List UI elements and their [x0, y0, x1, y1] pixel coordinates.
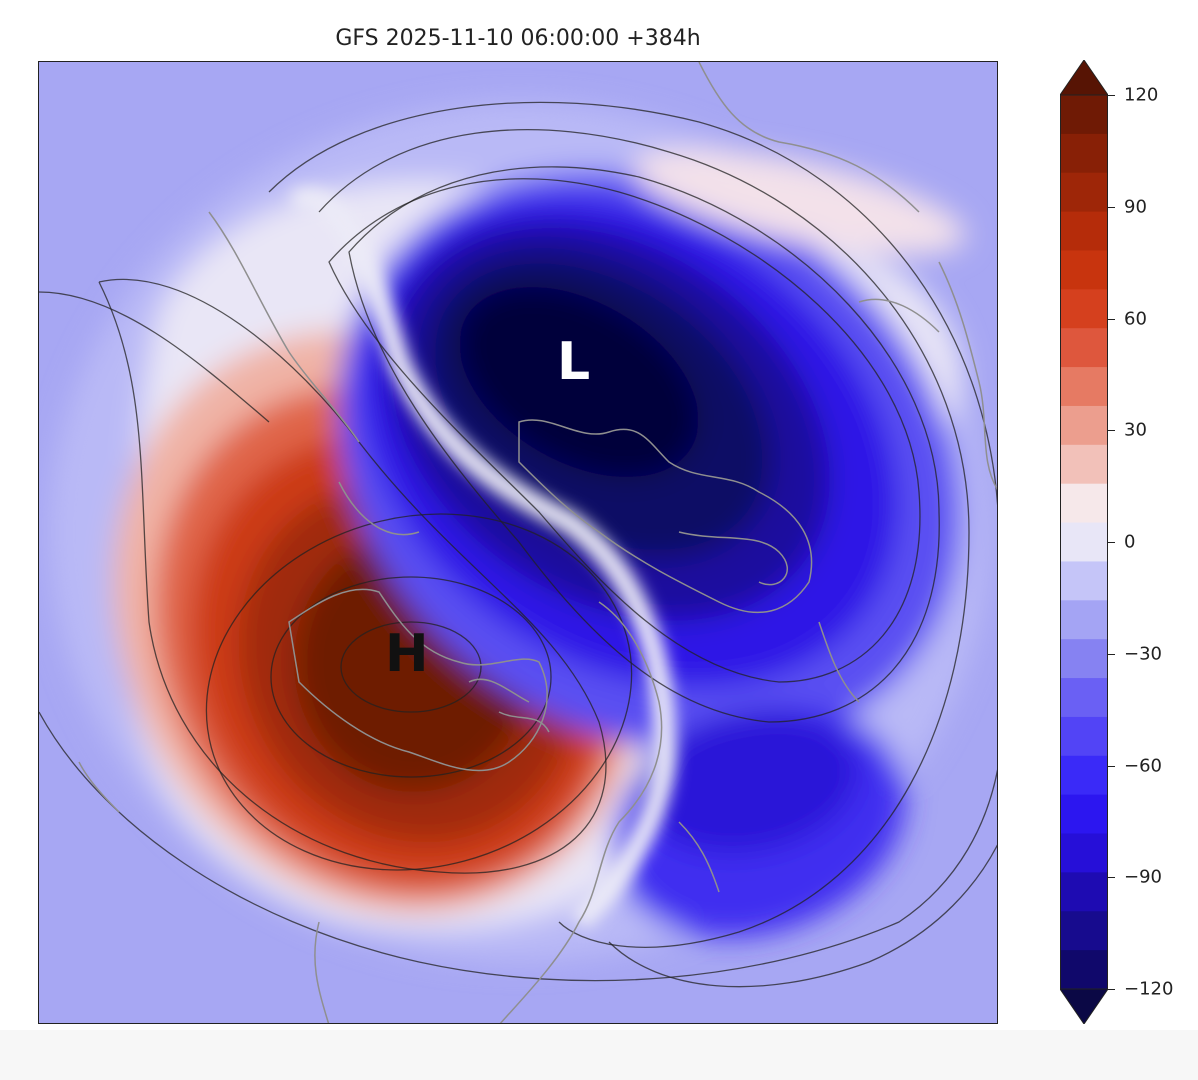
- contour: [270, 576, 552, 778]
- coastline: [288, 588, 548, 772]
- colorbar-segment: [1060, 444, 1108, 485]
- anomaly-field-map: [39, 62, 997, 1023]
- high-pressure-label: H: [385, 624, 429, 684]
- colorbar-segment: [1060, 639, 1108, 679]
- colorbar-tick-mark: [1108, 765, 1115, 767]
- colorbar-tick-mark: [1108, 430, 1115, 432]
- pale-warm-patch: [632, 149, 966, 255]
- colorbar-tick-label: 120: [1124, 84, 1159, 106]
- coastline: [518, 419, 813, 614]
- colorbar-segment: [1060, 755, 1108, 796]
- contour: [318, 129, 970, 948]
- colorbar-tick-label: 0: [1124, 531, 1136, 553]
- colorbar-segment: [1060, 95, 1108, 135]
- coastline: [468, 678, 550, 733]
- cool-southern-lobe-inner: [639, 710, 859, 854]
- colorbar-segment: [1060, 172, 1108, 213]
- colorbar-segment: [1060, 367, 1108, 407]
- coastline: [678, 821, 720, 893]
- colorbar-tick-mark: [1108, 653, 1115, 655]
- colorbar-tick-mark: [1108, 206, 1115, 208]
- coastline: [499, 601, 663, 1023]
- colorbar-segment: [1060, 483, 1108, 524]
- contour: [340, 621, 482, 713]
- colorbar-segment: [1060, 328, 1108, 368]
- colorbar-tick-mark: [1108, 542, 1115, 543]
- colorbar-tick-label: −90: [1124, 866, 1162, 888]
- colorbar-segment: [1060, 600, 1108, 640]
- colorbar-segment: [1060, 678, 1108, 718]
- colorbar-extend-min: [1060, 988, 1108, 1024]
- footer-band: [0, 1030, 1198, 1080]
- height-contours: [39, 101, 997, 988]
- coastline: [208, 211, 420, 536]
- coastline: [698, 62, 920, 213]
- colorbar-tick-mark: [1108, 989, 1115, 990]
- colorbar-tick-label: 30: [1124, 419, 1147, 441]
- colorbar-segment: [1060, 716, 1108, 757]
- colorbar-outline: [1060, 94, 1108, 990]
- plot-title: GFS 2025-11-10 06:00:00 +384h: [335, 26, 701, 51]
- colorbar-segment: [1060, 211, 1108, 252]
- colorbar-segment: [1060, 561, 1108, 601]
- colorbar-segment: [1060, 289, 1108, 329]
- shading-layer: [49, 102, 989, 962]
- coastline: [858, 298, 940, 333]
- coastline: [938, 261, 997, 490]
- colorbar-segment: [1060, 522, 1108, 563]
- colorbar-segment: [1060, 133, 1108, 174]
- coastline: [314, 921, 330, 1023]
- colorbar-segment: [1060, 911, 1108, 951]
- map-panel: H L: [38, 61, 998, 1024]
- contour: [205, 513, 633, 871]
- contour: [39, 711, 997, 982]
- contour: [39, 291, 270, 423]
- contour: [608, 844, 997, 988]
- colorbar-tick-label: −60: [1124, 755, 1162, 776]
- contour: [98, 278, 607, 874]
- colorbar-tick-label: −120: [1124, 978, 1174, 1000]
- colorbar: [1060, 60, 1108, 1024]
- contour: [348, 166, 940, 723]
- colorbar-tick-mark: [1108, 318, 1115, 320]
- low-pressure-label: L: [557, 332, 591, 392]
- separator-band: [289, 188, 676, 930]
- coastline: [818, 621, 860, 703]
- contour: [268, 101, 997, 508]
- colorbar-tick-mark: [1108, 95, 1115, 96]
- colorbar-segment: [1060, 872, 1108, 912]
- colorbar-tick-label: 90: [1124, 196, 1147, 218]
- colorbar-segment: [1060, 794, 1108, 835]
- colorbar-extend-max: [1060, 60, 1108, 96]
- contour: [328, 178, 921, 683]
- colorbar-segment: [1060, 405, 1108, 446]
- colorbar-segment: [1060, 833, 1108, 873]
- colorbar-tick-label: 60: [1124, 308, 1147, 329]
- colorbar-tick-label: −30: [1124, 643, 1162, 665]
- zero-line-band: [289, 188, 676, 930]
- colorbar-tick-mark: [1108, 877, 1115, 879]
- coastlines: [78, 62, 997, 1023]
- colorbar-segment: [1060, 250, 1108, 290]
- coastline: [78, 761, 120, 813]
- coastline: [678, 531, 788, 586]
- colorbar-segment: [1060, 950, 1108, 990]
